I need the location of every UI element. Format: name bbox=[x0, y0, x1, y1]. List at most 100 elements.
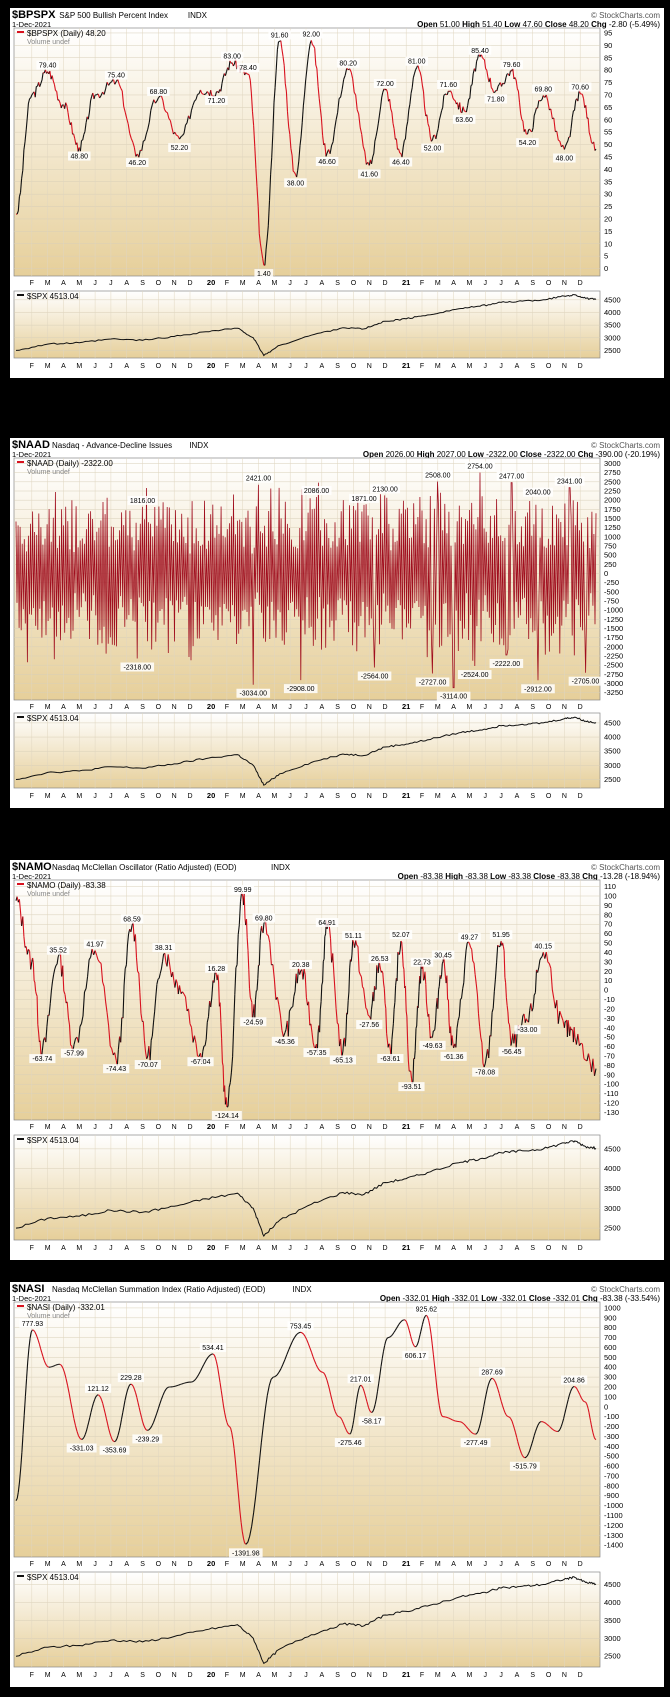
series-segment bbox=[569, 128, 572, 138]
series-segment bbox=[314, 1360, 317, 1365]
series-segment bbox=[281, 48, 284, 57]
x-tick-label: J bbox=[304, 1245, 308, 1252]
series-segment bbox=[462, 106, 465, 111]
series-segment bbox=[183, 125, 187, 134]
series-segment bbox=[407, 1324, 409, 1328]
series-segment bbox=[443, 93, 446, 96]
annotation-bg bbox=[60, 1048, 88, 1058]
spx-legend-label: $SPX 4513.04 bbox=[27, 1573, 79, 1582]
series-segment bbox=[235, 964, 238, 968]
x-tick-label: M bbox=[45, 1672, 51, 1679]
series-segment bbox=[471, 949, 474, 961]
series-segment bbox=[272, 102, 275, 132]
x-tick-label: S bbox=[530, 1124, 535, 1131]
x-tick-label: M bbox=[435, 1672, 441, 1679]
y-tick-label: 4500 bbox=[604, 1144, 621, 1153]
annotation-bg bbox=[489, 658, 524, 668]
series-segment bbox=[557, 1011, 561, 1024]
series-segment bbox=[150, 104, 153, 111]
x-tick-label: F bbox=[30, 704, 34, 711]
series-segment bbox=[218, 1374, 221, 1383]
series-segment bbox=[435, 132, 438, 140]
series-segment bbox=[253, 1496, 257, 1513]
series-segment bbox=[381, 1351, 384, 1359]
series-segment bbox=[210, 997, 213, 1008]
legend-swatch bbox=[17, 461, 24, 463]
annotation-bg bbox=[104, 70, 128, 80]
x-tick-label: D bbox=[383, 363, 388, 370]
x-tick-label: J bbox=[109, 280, 113, 287]
series-segment bbox=[475, 983, 478, 995]
series-segment bbox=[393, 1002, 396, 1010]
x-tick-label: J bbox=[499, 1124, 503, 1131]
series-segment bbox=[73, 133, 76, 139]
series-segment bbox=[436, 1387, 439, 1398]
series-segment bbox=[88, 1416, 91, 1423]
series-segment bbox=[446, 975, 449, 1000]
series-segment bbox=[534, 969, 538, 993]
annotation-bg bbox=[389, 930, 413, 940]
series-segment bbox=[401, 1319, 404, 1322]
series-segment bbox=[428, 1014, 431, 1026]
series-segment bbox=[377, 115, 380, 124]
x-tick-label: M bbox=[240, 1561, 246, 1568]
series-segment bbox=[442, 95, 445, 108]
series-segment bbox=[471, 1432, 474, 1435]
annotation-label: 287.69 bbox=[481, 1369, 503, 1376]
series-segment bbox=[531, 127, 534, 132]
x-tick-label: A bbox=[256, 1124, 261, 1131]
series-segment bbox=[45, 1026, 48, 1043]
series-segment bbox=[344, 1036, 347, 1047]
annotation-label: 80.20 bbox=[339, 61, 357, 68]
x-tick-label: M bbox=[240, 793, 246, 800]
y-tick-label: 500 bbox=[604, 1353, 617, 1362]
legend-swatch bbox=[17, 31, 24, 33]
series-segment bbox=[590, 1424, 593, 1430]
series-segment bbox=[153, 1417, 156, 1423]
series-segment bbox=[65, 102, 68, 106]
series-segment bbox=[219, 1382, 222, 1391]
annotation-label: 1.40 bbox=[257, 271, 271, 278]
series-segment bbox=[272, 964, 275, 980]
series-segment bbox=[583, 98, 586, 108]
series-segment bbox=[245, 1541, 249, 1545]
x-tick-label: D bbox=[578, 280, 583, 287]
series-segment bbox=[468, 943, 472, 948]
x-tick-label: F bbox=[225, 280, 229, 287]
legend-swatch bbox=[17, 1305, 24, 1307]
series-segment bbox=[394, 1328, 397, 1331]
series-segment bbox=[336, 1414, 339, 1417]
x-tick-label: J bbox=[484, 280, 488, 287]
series-segment bbox=[451, 1035, 454, 1044]
series-segment bbox=[266, 225, 269, 239]
series-segment bbox=[521, 1015, 524, 1025]
annotation-bg bbox=[205, 963, 228, 973]
series-segment bbox=[367, 1404, 370, 1408]
series-segment bbox=[200, 1367, 203, 1372]
series-segment bbox=[67, 1385, 70, 1394]
series-segment bbox=[181, 1382, 184, 1385]
series-segment bbox=[439, 110, 443, 116]
series-segment bbox=[242, 1538, 246, 1544]
y-tick-label: -40 bbox=[604, 1023, 615, 1032]
series-segment bbox=[393, 128, 396, 140]
series-segment bbox=[248, 74, 251, 81]
series-segment bbox=[422, 1318, 425, 1322]
series-segment bbox=[217, 974, 220, 983]
series-segment bbox=[465, 1426, 468, 1429]
annotation-label: -3114.00 bbox=[440, 694, 467, 701]
series-segment bbox=[417, 991, 420, 1008]
x-tick-label: J bbox=[288, 1672, 292, 1679]
series-segment bbox=[516, 88, 519, 92]
series-segment bbox=[266, 933, 269, 936]
x-tick-label: S bbox=[335, 363, 340, 370]
series-segment bbox=[450, 90, 453, 94]
annotation-label: 99.99 bbox=[234, 887, 252, 894]
series-segment bbox=[85, 116, 88, 123]
x-tick-label: M bbox=[467, 1245, 473, 1252]
series-segment bbox=[270, 157, 273, 175]
x-tick-label: M bbox=[76, 793, 82, 800]
series-segment bbox=[500, 83, 504, 87]
series-segment bbox=[507, 1011, 510, 1024]
annotation-bg bbox=[46, 945, 70, 955]
